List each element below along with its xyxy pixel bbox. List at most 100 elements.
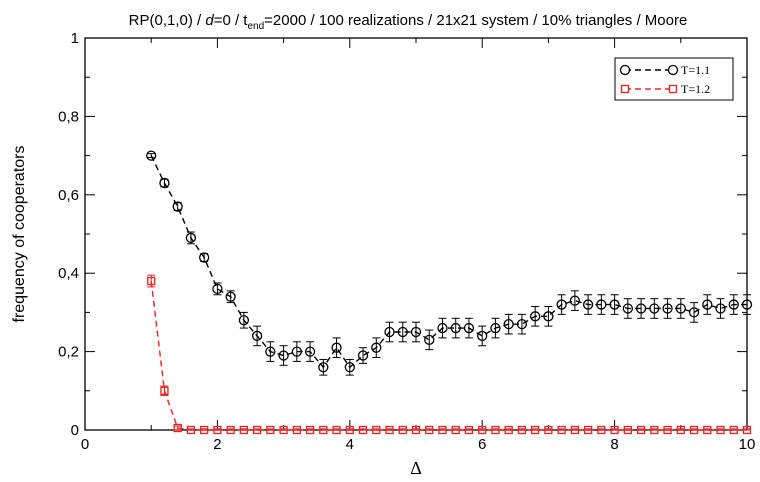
data-point xyxy=(477,330,488,342)
data-point xyxy=(345,425,354,435)
data-point xyxy=(291,346,302,357)
legend-marker xyxy=(668,84,678,94)
data-point xyxy=(239,425,249,435)
series-line xyxy=(150,155,747,369)
data-point xyxy=(742,425,752,435)
data-point xyxy=(425,425,434,435)
data-point xyxy=(635,303,647,314)
data-point xyxy=(649,303,660,314)
x-axis-label: Δ xyxy=(410,458,422,478)
x-tick-label: 8 xyxy=(610,436,618,453)
data-point xyxy=(543,311,554,322)
data-point xyxy=(530,311,541,322)
data-point xyxy=(675,303,686,314)
legend-box xyxy=(614,57,734,101)
y-tick-label: 0,8 xyxy=(58,108,79,125)
data-point xyxy=(225,291,236,302)
data-point xyxy=(172,201,183,212)
data-point xyxy=(544,425,553,435)
y-tick-label: 0,4 xyxy=(58,265,79,282)
x-tick-label: 2 xyxy=(213,436,221,453)
data-point xyxy=(213,425,222,435)
x-tick-label: 4 xyxy=(346,436,354,453)
data-point xyxy=(279,425,288,435)
x-tick-label: 6 xyxy=(478,436,486,453)
legend-label: T=1.2 xyxy=(681,82,710,96)
y-axis-label: frequency of cooperators xyxy=(11,146,28,323)
data-point xyxy=(491,425,500,435)
data-point xyxy=(583,425,593,435)
data-point xyxy=(332,425,341,435)
legend: T=1.1 T=1.2 xyxy=(614,57,734,101)
data-point xyxy=(252,425,262,435)
data-point xyxy=(212,283,223,295)
data-point xyxy=(226,425,235,435)
y-tick-label: 1 xyxy=(71,30,79,47)
data-point xyxy=(650,425,659,435)
series-1 xyxy=(146,150,753,376)
data-point xyxy=(358,425,368,435)
y-tick-label: 0,2 xyxy=(58,344,79,361)
data-point xyxy=(437,322,448,334)
data-point xyxy=(610,425,619,435)
data-point xyxy=(728,299,739,310)
data-point xyxy=(438,425,447,435)
data-point xyxy=(663,425,672,435)
data-point xyxy=(410,326,422,338)
data-point xyxy=(159,177,170,189)
data-point xyxy=(265,346,276,357)
data-point xyxy=(451,425,460,435)
data-point xyxy=(411,425,421,435)
data-point xyxy=(292,425,301,435)
data-point xyxy=(557,425,566,435)
data-point xyxy=(344,362,355,373)
data-point xyxy=(689,425,699,435)
x-tick-label: 10 xyxy=(739,436,756,453)
data-point xyxy=(318,362,329,373)
data-point xyxy=(186,425,196,435)
data-point xyxy=(319,425,328,435)
data-point xyxy=(463,322,475,334)
data-point xyxy=(490,322,501,334)
data-point xyxy=(582,299,594,310)
data-point xyxy=(504,425,513,435)
data-point xyxy=(556,299,567,310)
y-tick-label: 0 xyxy=(71,422,79,439)
x-tick-label: 0 xyxy=(81,436,89,453)
data-point xyxy=(200,425,209,435)
data-point xyxy=(238,315,250,326)
data-point xyxy=(397,326,408,338)
legend-marker xyxy=(619,64,631,76)
data-point xyxy=(199,252,210,263)
data-point xyxy=(531,425,540,435)
data-point xyxy=(371,342,382,353)
data-point xyxy=(636,425,646,435)
data-point xyxy=(372,425,381,435)
legend-marker xyxy=(667,64,679,76)
data-point xyxy=(147,276,156,286)
data-point xyxy=(146,150,157,161)
data-point xyxy=(266,425,275,435)
legend-label: T=1.1 xyxy=(681,63,710,77)
data-point xyxy=(715,303,726,314)
data-point xyxy=(357,350,369,361)
data-point xyxy=(609,299,620,310)
series-layer xyxy=(146,150,753,435)
data-point xyxy=(173,423,182,433)
data-point xyxy=(384,326,395,338)
data-point xyxy=(570,425,580,435)
series-line xyxy=(150,280,747,431)
data-point xyxy=(716,425,725,435)
data-point xyxy=(331,342,342,353)
data-point xyxy=(385,425,394,435)
data-point xyxy=(622,303,633,314)
data-point xyxy=(398,425,407,435)
data-point xyxy=(676,425,685,435)
data-point xyxy=(517,425,527,435)
data-point xyxy=(729,425,738,435)
data-point xyxy=(185,232,197,244)
data-point xyxy=(305,425,315,435)
data-point xyxy=(251,330,263,342)
data-point xyxy=(741,299,753,310)
data-point xyxy=(703,425,712,435)
